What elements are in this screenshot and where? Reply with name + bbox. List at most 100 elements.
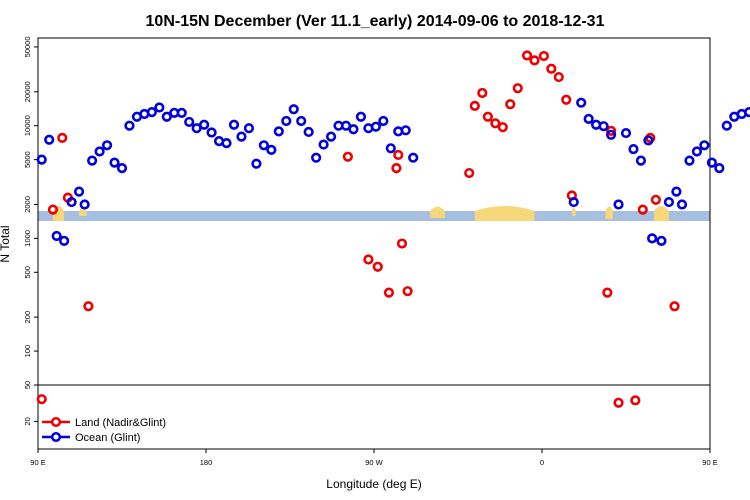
land-point — [561, 94, 572, 105]
y-tick-label: 20 — [23, 417, 32, 425]
ocean-point — [408, 152, 419, 163]
land-point — [47, 204, 59, 215]
y-tick-label: 50 — [23, 381, 32, 389]
ocean-point — [94, 146, 105, 157]
ocean-point — [568, 196, 579, 208]
ocean-point — [671, 186, 682, 197]
x-tick-label: 90 W — [365, 458, 383, 467]
y-tick-label: 5000 — [23, 151, 32, 168]
ocean-point — [348, 124, 359, 135]
x-tick-label: 0 — [540, 458, 544, 467]
ocean-point — [656, 235, 667, 246]
ocean-point — [243, 123, 255, 134]
ocean-point — [325, 131, 337, 142]
land-point — [393, 149, 404, 161]
ocean-point — [116, 163, 128, 174]
land-point — [490, 118, 501, 129]
ocean-point — [647, 233, 658, 244]
y-tick-label: 2000 — [23, 196, 32, 213]
ocean-point — [676, 199, 688, 210]
upper-y-axis: 100 200 500 1000 2000 5000 10000 20000 50000 — [23, 36, 38, 357]
ocean-point — [340, 120, 352, 131]
land-point — [464, 167, 475, 179]
land-segment-cap — [571, 207, 576, 211]
ocean-point — [146, 107, 157, 118]
ocean-point — [605, 129, 617, 140]
land-point — [372, 261, 383, 272]
data-points — [36, 50, 750, 408]
x-axis-label: Longitude (deg E) — [326, 477, 421, 491]
ocean-point — [744, 107, 750, 118]
land-segment-cap — [605, 206, 613, 211]
legend-label-ocean: Ocean (Glint) — [75, 432, 140, 444]
land-segment — [52, 211, 65, 221]
land-segment — [605, 211, 613, 219]
ocean-point — [221, 138, 232, 149]
land-point — [342, 151, 353, 162]
land-point — [363, 254, 374, 265]
ocean-point — [251, 158, 262, 169]
x-tick-label: 180 — [200, 458, 213, 467]
ocean-point — [583, 113, 594, 124]
ocean-point — [266, 144, 277, 155]
ocean-point — [684, 155, 695, 166]
land-point — [512, 83, 523, 94]
ocean-point — [318, 139, 329, 150]
y-tick-label: 10000 — [23, 115, 32, 136]
land-point — [602, 287, 613, 298]
y-tick-label: 200 — [23, 311, 32, 324]
land-point — [637, 204, 648, 215]
ocean-point — [370, 121, 381, 132]
ocean-point — [613, 199, 624, 210]
ocean-point — [236, 131, 247, 142]
ocean-point — [635, 155, 647, 166]
ocean-point — [355, 111, 367, 122]
ocean-point — [311, 152, 322, 163]
land-segment-cap — [430, 206, 445, 211]
land-point — [630, 395, 641, 406]
land-point — [36, 394, 47, 405]
ocean-point — [714, 163, 725, 174]
ocean-point — [273, 126, 284, 137]
ocean-point — [124, 120, 135, 131]
ocean-point — [228, 119, 240, 130]
legend-marker-land — [50, 416, 62, 428]
land-point — [505, 99, 516, 110]
legend-label-land: Land (Nadir&Glint) — [75, 417, 166, 429]
land-point — [529, 55, 540, 66]
ocean-point — [620, 127, 632, 139]
land-point — [396, 238, 408, 249]
land-point — [383, 287, 395, 298]
ocean-point — [663, 196, 675, 208]
land-point — [613, 397, 624, 408]
y-tick-label: 1000 — [23, 230, 32, 247]
ocean-point — [101, 140, 113, 151]
y-axis-label: N Total — [0, 225, 12, 262]
land-segment — [79, 211, 87, 216]
ocean-point — [199, 119, 210, 130]
ocean-point — [699, 140, 710, 151]
ocean-point — [66, 196, 77, 208]
land-segment — [430, 211, 445, 218]
legend-marker-ocean — [50, 431, 62, 443]
y-tick-label: 50000 — [23, 36, 32, 57]
ocean-point — [400, 125, 411, 136]
land-ocean-band — [38, 206, 710, 221]
land-segment — [654, 211, 669, 221]
ocean-point — [258, 140, 269, 151]
ocean-point — [44, 134, 55, 145]
land-point — [469, 100, 480, 111]
ocean-point — [378, 115, 389, 127]
ocean-point — [643, 135, 654, 146]
land-point — [553, 71, 564, 83]
ocean-point — [385, 143, 396, 154]
ocean-point — [303, 126, 314, 138]
land-point — [482, 111, 493, 122]
land-point — [497, 122, 508, 133]
x-tick-label: 90 E — [30, 458, 45, 467]
chart-title: 10N-15N December (Ver 11.1_early) 2014-0… — [146, 13, 605, 30]
land-point — [391, 163, 402, 174]
land-point — [477, 87, 488, 99]
